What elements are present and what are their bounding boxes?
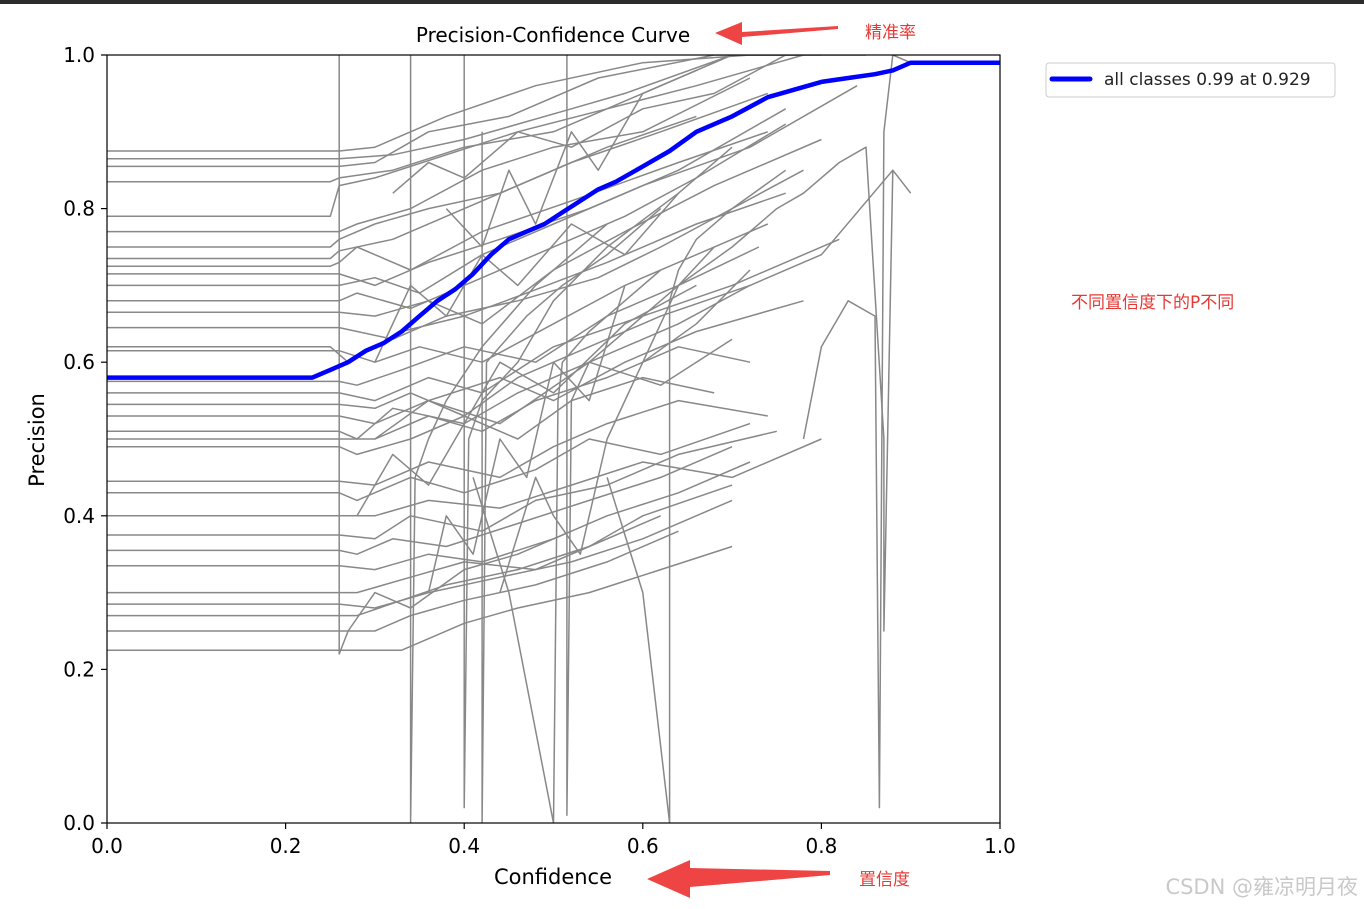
x-tick-label-5: 1.0: [984, 834, 1016, 858]
y-axis-ticks: 0.0 0.2 0.4 0.6 0.8 1.0: [63, 43, 107, 835]
class-series-line-50: [392, 55, 787, 194]
y-tick-label-3: 0.6: [63, 350, 95, 374]
class-series-line-4: [107, 55, 733, 183]
plot-frame: [106, 54, 1001, 824]
y-tick-label-1: 0.2: [63, 657, 95, 681]
class-series-line-44: [374, 169, 894, 440]
class-series-line-33: [107, 530, 679, 632]
class-series-line-45: [356, 284, 697, 517]
x-tick-label-4: 0.8: [805, 834, 837, 858]
all-classes-series-line: [107, 60, 1000, 380]
y-tick-label-2: 0.4: [63, 504, 95, 528]
class-series-line-35: [338, 55, 572, 655]
class-series-line-5: [107, 55, 804, 218]
x-axis-ticks: 0.0 0.2 0.4 0.6 0.8 1.0: [91, 823, 1016, 858]
class-series-line-3: [107, 55, 804, 168]
class-series-line-49: [499, 269, 751, 593]
legend-frame: [1045, 62, 1336, 98]
class-series-line-28: [107, 446, 733, 555]
class-series-line-37: [463, 55, 679, 809]
y-tick-label-4: 0.8: [63, 197, 95, 221]
class-series-group: [107, 55, 912, 823]
precision-arrow-icon: [715, 22, 838, 45]
annotation-arrows: [647, 22, 838, 898]
class-series-line-1: [107, 55, 822, 152]
chart-title: Precision-Confidence Curve: [416, 23, 690, 47]
all-classes-series-group: [107, 60, 1000, 380]
class-series-line-2: [107, 55, 866, 160]
class-series-line-43: [802, 55, 911, 809]
x-tick-label-0: 0.0: [91, 834, 123, 858]
confidence-annotation: 置信度: [859, 870, 910, 890]
legend: all classes 0.99 at 0.929: [1045, 62, 1336, 98]
y-tick-label-5: 1.0: [63, 43, 95, 67]
class-series-line-42: [642, 146, 912, 632]
class-series-line-38: [481, 131, 662, 823]
class-series-line-14: [107, 169, 804, 340]
side-annotation: 不同置信度下的P不同: [1071, 293, 1235, 313]
x-axis-label: Confidence: [494, 865, 612, 889]
y-tick-label-0: 0.0: [63, 811, 95, 835]
class-series-line-26: [107, 438, 822, 517]
x-tick-label-1: 0.2: [270, 834, 302, 858]
class-series-line-48: [445, 69, 697, 248]
precision-annotation: 精准率: [865, 23, 916, 43]
csdn-watermark: CSDN @雍凉明月夜: [1165, 875, 1358, 899]
window-top-strip: [0, 0, 1364, 4]
class-series-line-47: [427, 285, 626, 593]
class-series-line-34: [107, 545, 733, 651]
class-series-line-8: [107, 115, 697, 260]
class-series-line-36: [409, 55, 608, 823]
class-series-line-41: [606, 169, 787, 823]
class-series-line-7: [107, 92, 769, 248]
confidence-arrow-icon: [647, 860, 830, 898]
class-series-line-46: [374, 146, 733, 363]
y-axis-label: Precision: [25, 393, 49, 487]
x-tick-label-3: 0.6: [627, 834, 659, 858]
class-series-line-6: [107, 77, 751, 233]
x-tick-label-2: 0.4: [448, 834, 480, 858]
class-series-line-21: [107, 338, 733, 440]
class-series-line-24: [107, 399, 768, 486]
legend-label-all-classes: all classes 0.99 at 0.929: [1104, 70, 1311, 90]
class-series-line-20: [107, 300, 804, 425]
